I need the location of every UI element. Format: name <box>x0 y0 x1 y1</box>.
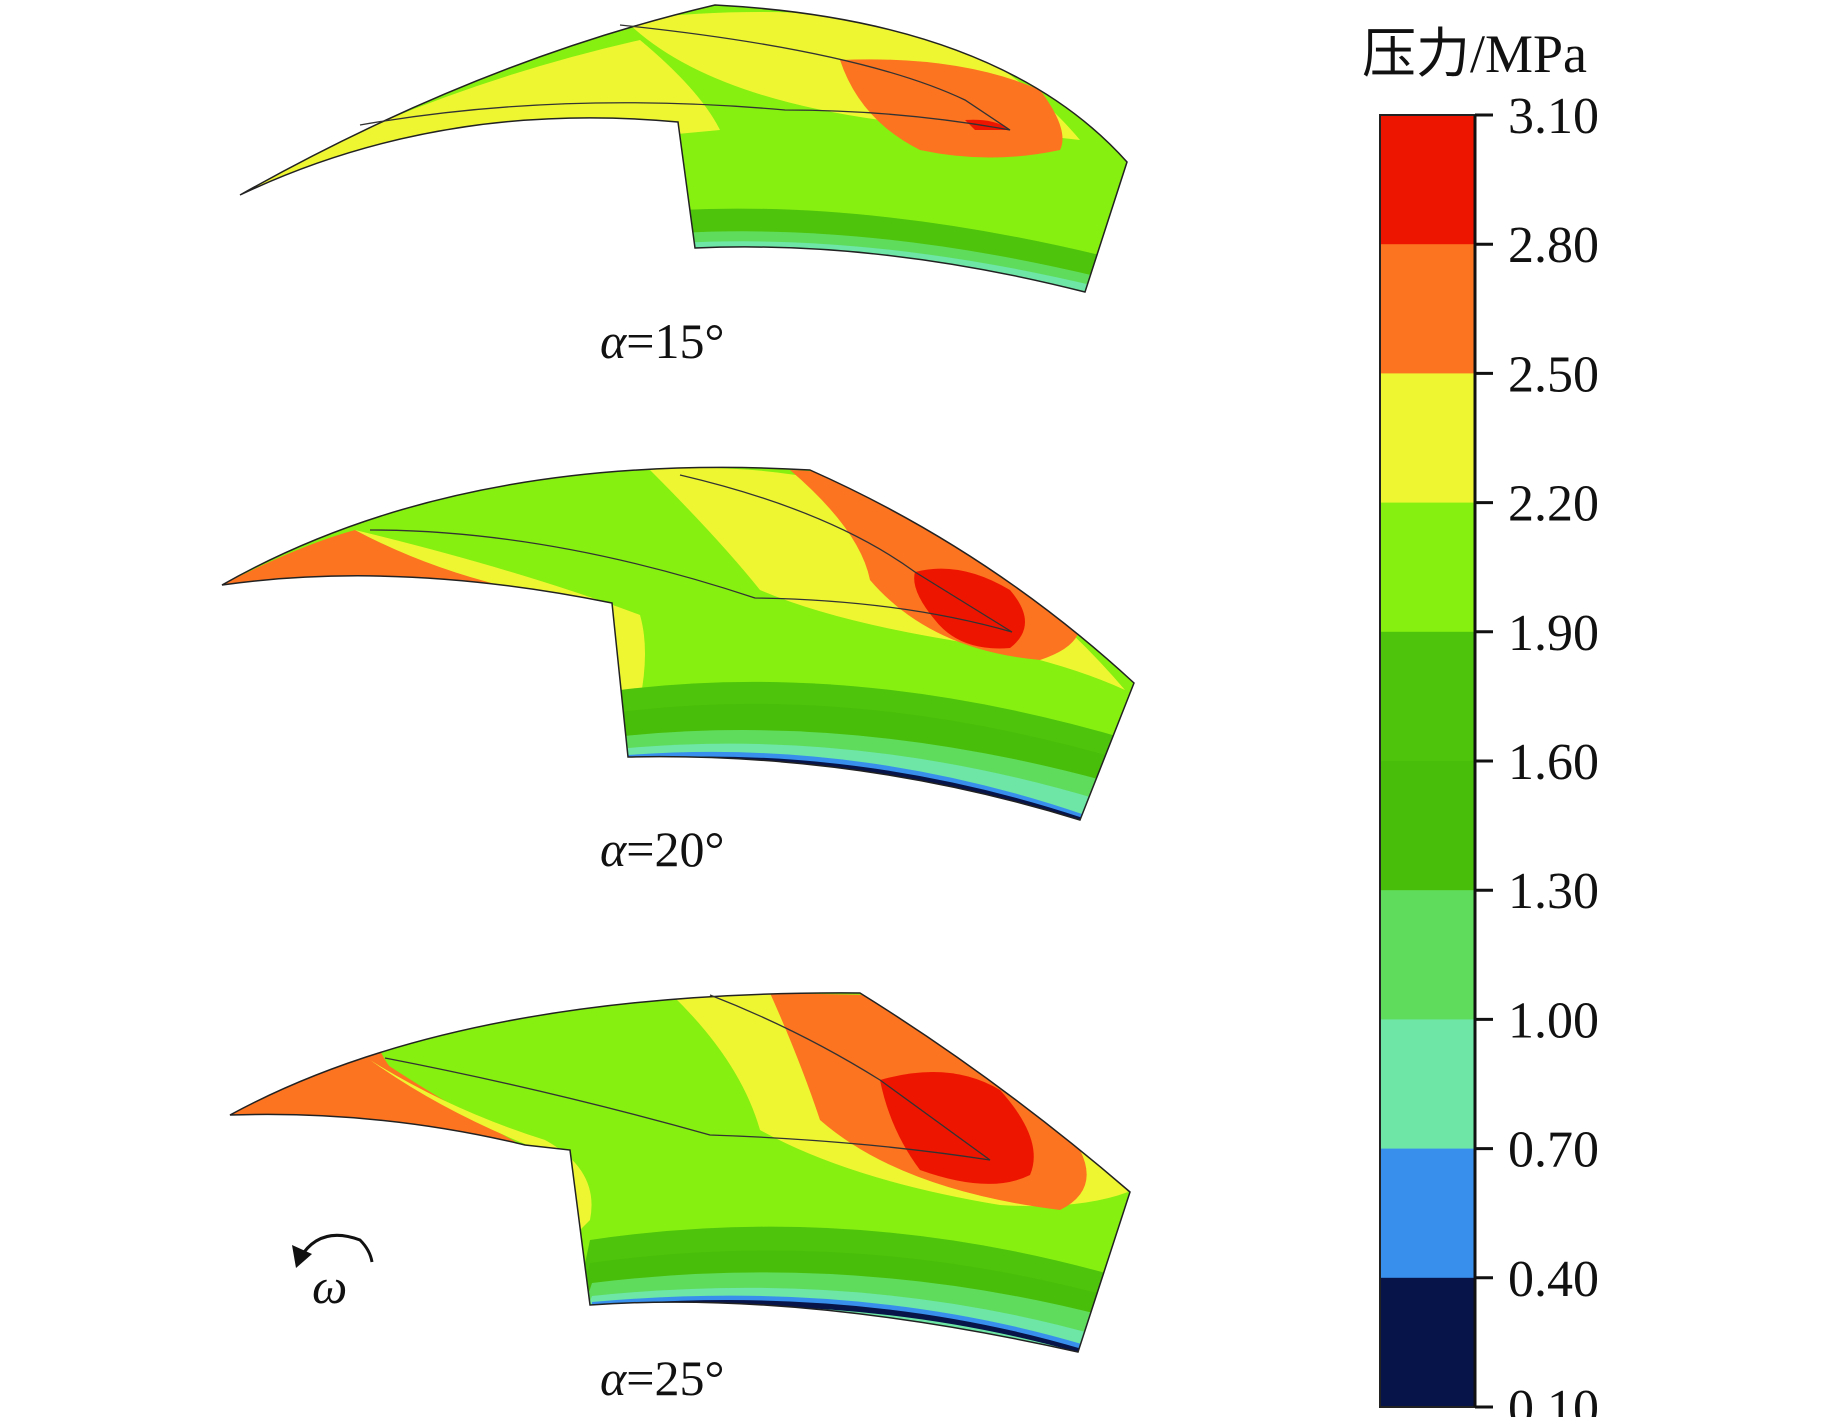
legend-tick-label: 0.70 <box>1508 1122 1599 1179</box>
legend-swatch <box>1380 1019 1475 1150</box>
contour-panel-15 <box>239 4 1128 293</box>
rotation-arrow-icon <box>292 1233 374 1268</box>
panel-label-20: α=20° <box>600 821 724 877</box>
legend-swatch <box>1380 115 1475 245</box>
legend-swatch <box>1380 1277 1475 1408</box>
legend-swatch <box>1380 502 1475 633</box>
legend-swatch <box>1380 244 1475 374</box>
contour-panel-25 <box>229 992 1131 1353</box>
legend-title: 压力/MPa <box>1362 24 1587 84</box>
panel-label-15: α=15° <box>600 313 724 369</box>
legend-swatch <box>1380 1148 1475 1279</box>
color-legend: 压力/MPa 3.10 2.80 2.50 2.20 1.90 1.60 1.30 1.00 0… <box>1362 24 1599 1417</box>
legend-tick-label: 2.50 <box>1508 346 1599 403</box>
legend-tick-label: 1.90 <box>1508 605 1599 662</box>
legend-tick-label: 1.30 <box>1508 863 1599 920</box>
legend-tick-label: 2.20 <box>1508 476 1599 533</box>
rotation-symbol: ω <box>312 1258 347 1314</box>
legend-tick-label: 3.10 <box>1508 88 1599 145</box>
legend-tick-label: 1.00 <box>1508 992 1599 1049</box>
legend-swatch <box>1380 890 1475 1020</box>
legend-tick-label: 0.10 <box>1508 1380 1599 1417</box>
contour-panel-20 <box>221 466 1135 821</box>
legend-ticks: 3.10 2.80 2.50 2.20 1.90 1.60 1.30 1.00 0.70 0.40… <box>1475 88 1599 1417</box>
legend-tick-label: 1.60 <box>1508 734 1599 791</box>
panel-label-25: α=25° <box>600 1350 724 1406</box>
legend-tick-label: 0.40 <box>1508 1251 1599 1308</box>
legend-tick-label: 2.80 <box>1508 217 1599 274</box>
legend-swatch <box>1380 631 1475 762</box>
legend-swatch <box>1380 373 1475 504</box>
legend-colorbar <box>1379 114 1477 1408</box>
legend-swatch <box>1380 761 1475 891</box>
